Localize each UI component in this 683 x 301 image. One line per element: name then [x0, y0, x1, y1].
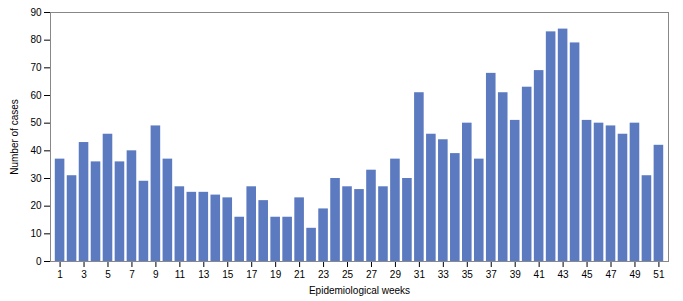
svg-text:11: 11 [175, 269, 186, 280]
svg-text:50: 50 [30, 117, 42, 128]
svg-text:13: 13 [198, 269, 210, 280]
svg-text:43: 43 [558, 269, 570, 280]
svg-text:33: 33 [438, 269, 450, 280]
svg-text:49: 49 [629, 269, 641, 280]
svg-text:30: 30 [30, 173, 42, 184]
svg-text:80: 80 [30, 34, 42, 45]
svg-text:31: 31 [414, 269, 426, 280]
svg-text:10: 10 [30, 228, 42, 239]
svg-text:7: 7 [129, 269, 135, 280]
svg-text:15: 15 [222, 269, 234, 280]
svg-text:27: 27 [366, 269, 378, 280]
svg-text:17: 17 [246, 269, 258, 280]
svg-text:1: 1 [57, 269, 63, 280]
svg-text:35: 35 [462, 269, 474, 280]
svg-text:40: 40 [30, 145, 42, 156]
svg-text:39: 39 [510, 269, 522, 280]
svg-text:Number of cases: Number of cases [9, 99, 20, 175]
svg-text:20: 20 [30, 200, 42, 211]
svg-text:45: 45 [581, 269, 593, 280]
svg-text:25: 25 [342, 269, 354, 280]
svg-text:0: 0 [36, 256, 42, 267]
svg-text:60: 60 [30, 90, 42, 101]
svg-text:21: 21 [294, 269, 306, 280]
svg-text:23: 23 [318, 269, 330, 280]
svg-text:70: 70 [30, 62, 42, 73]
svg-text:Epidemiological weeks: Epidemiological weeks [309, 285, 410, 296]
svg-text:3: 3 [81, 269, 87, 280]
svg-text:9: 9 [153, 269, 159, 280]
svg-text:51: 51 [653, 269, 665, 280]
svg-text:29: 29 [390, 269, 402, 280]
svg-text:5: 5 [105, 269, 111, 280]
svg-text:47: 47 [605, 269, 617, 280]
svg-text:37: 37 [486, 269, 498, 280]
svg-text:19: 19 [270, 269, 282, 280]
svg-text:41: 41 [534, 269, 546, 280]
svg-text:90: 90 [30, 7, 42, 18]
